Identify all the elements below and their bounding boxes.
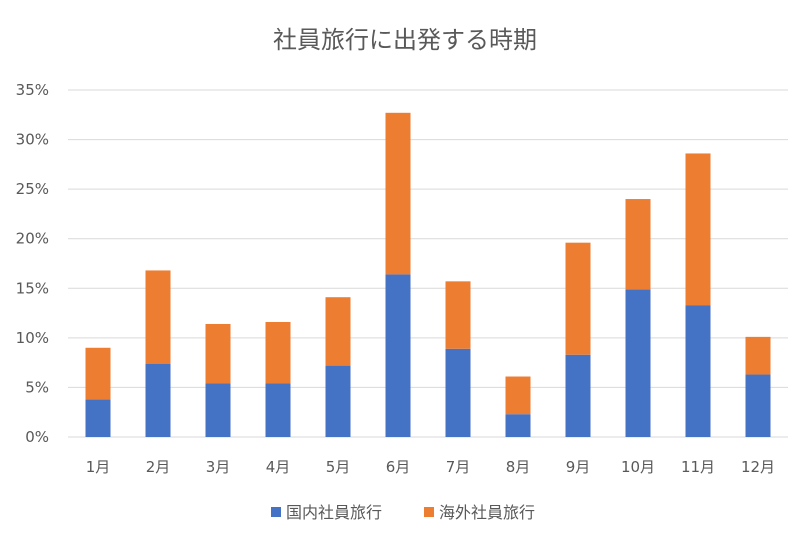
x-tick-label: 2月 bbox=[146, 458, 171, 476]
bar-domestic bbox=[565, 354, 591, 437]
y-tick-label: 25% bbox=[16, 180, 49, 198]
x-tick-label: 5月 bbox=[326, 458, 351, 476]
y-tick-label: 10% bbox=[16, 329, 49, 347]
bar-overseas bbox=[745, 336, 771, 375]
x-tick-label: 3月 bbox=[206, 458, 231, 476]
y-tick-label: 30% bbox=[16, 131, 49, 149]
chart-title: 社員旅行に出発する時期 bbox=[273, 26, 537, 54]
bar-overseas bbox=[205, 323, 231, 384]
y-tick-label: 15% bbox=[16, 279, 49, 297]
y-tick-label: 0% bbox=[25, 428, 49, 446]
bar-overseas bbox=[385, 112, 411, 275]
x-tick-label: 7月 bbox=[446, 458, 471, 476]
bar-domestic bbox=[445, 348, 471, 437]
y-tick-label: 5% bbox=[25, 378, 49, 396]
bar-domestic bbox=[505, 414, 531, 437]
bar-overseas bbox=[445, 281, 471, 349]
x-tick-label: 11月 bbox=[681, 458, 715, 476]
x-tick-label: 9月 bbox=[566, 458, 591, 476]
y-tick-label: 35% bbox=[16, 81, 49, 99]
bar-domestic bbox=[325, 365, 351, 437]
legend: 国内社員旅行 海外社員旅行 bbox=[271, 503, 535, 522]
x-tick-label: 1月 bbox=[86, 458, 111, 476]
bar-overseas bbox=[145, 270, 171, 364]
bar-domestic bbox=[745, 374, 771, 437]
legend-swatch-domestic bbox=[271, 507, 281, 517]
y-axis-ticks: 0% 5% 10% 15% 20% 25% 30% 35% bbox=[16, 81, 49, 446]
bar-domestic bbox=[205, 383, 231, 437]
bar-overseas bbox=[85, 347, 111, 400]
bar-domestic bbox=[145, 363, 171, 437]
legend-label-domestic: 国内社員旅行 bbox=[286, 503, 382, 522]
legend-swatch-overseas bbox=[424, 507, 434, 517]
bar-domestic bbox=[265, 383, 291, 437]
bars bbox=[85, 112, 771, 437]
bar-domestic bbox=[685, 305, 711, 437]
x-tick-label: 12月 bbox=[741, 458, 775, 476]
x-tick-label: 8月 bbox=[506, 458, 531, 476]
bar-domestic bbox=[385, 274, 411, 437]
bar-overseas bbox=[565, 242, 591, 355]
legend-label-overseas: 海外社員旅行 bbox=[439, 503, 535, 522]
x-tick-label: 10月 bbox=[621, 458, 655, 476]
bar-overseas bbox=[265, 321, 291, 384]
x-tick-label: 6月 bbox=[386, 458, 411, 476]
x-tick-label: 4月 bbox=[266, 458, 291, 476]
y-tick-label: 20% bbox=[16, 230, 49, 248]
bar-overseas bbox=[625, 199, 651, 290]
gridlines bbox=[68, 89, 788, 438]
bar-overseas bbox=[505, 376, 531, 415]
bar-overseas bbox=[325, 297, 351, 366]
x-axis-ticks: 1月 2月 3月 4月 5月 6月 7月 8月 9月 10月 11月 12月 bbox=[86, 458, 775, 476]
bar-domestic bbox=[625, 289, 651, 437]
bar-overseas bbox=[685, 153, 711, 306]
bar-domestic bbox=[85, 399, 111, 437]
